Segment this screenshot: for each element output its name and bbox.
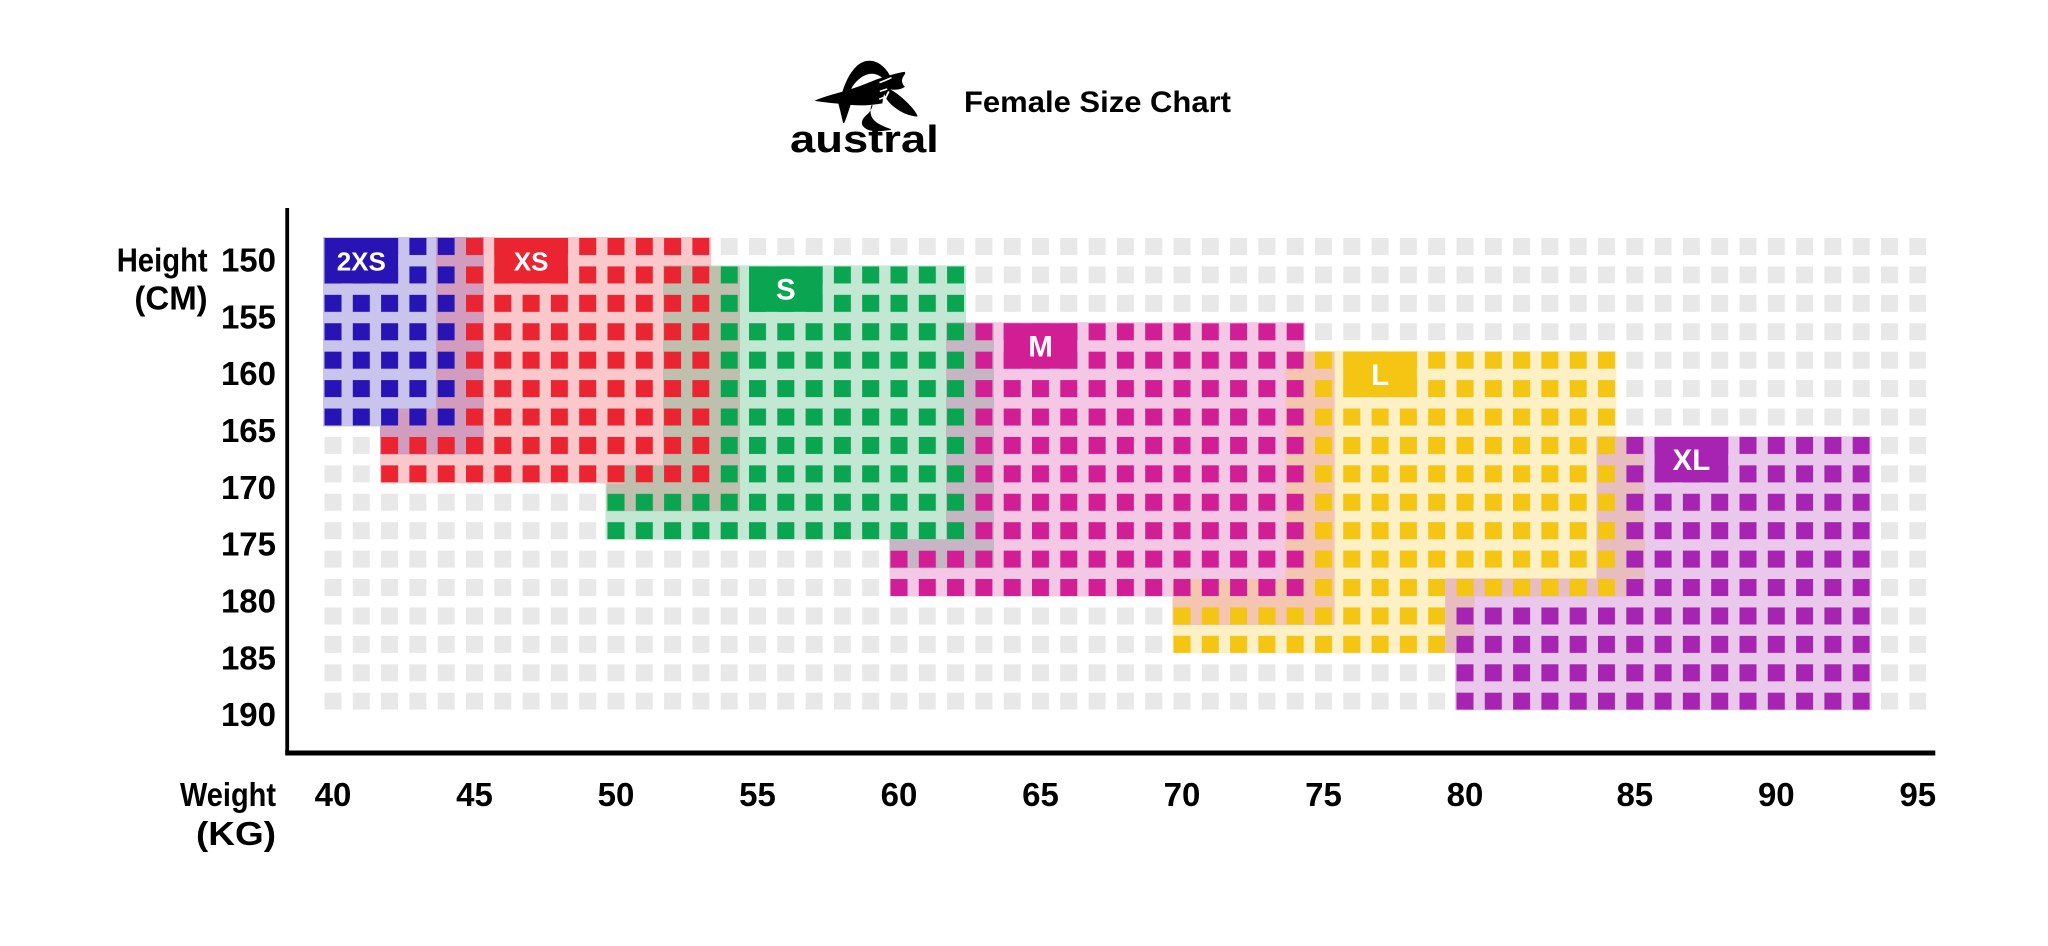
svg-text:85: 85 [1616,776,1653,813]
svg-text:XL: XL [1673,444,1711,477]
svg-text:160: 160 [221,355,276,392]
svg-text:70: 70 [1164,776,1201,813]
svg-text:75: 75 [1305,776,1342,813]
svg-text:95: 95 [1899,776,1936,813]
svg-text:Female Size Chart: Female Size Chart [964,86,1231,119]
svg-text:90: 90 [1758,776,1795,813]
svg-text:40: 40 [315,776,352,813]
svg-text:190: 190 [221,696,276,733]
svg-text:M: M [1028,330,1053,363]
svg-text:165: 165 [221,412,276,449]
svg-text:80: 80 [1447,776,1484,813]
svg-text:S: S [776,274,796,307]
svg-text:austral: austral [790,119,939,161]
svg-text:50: 50 [598,776,635,813]
svg-text:155: 155 [221,298,276,335]
svg-text:60: 60 [881,776,918,813]
svg-text:170: 170 [221,469,276,506]
svg-text:(CM): (CM) [134,280,207,317]
svg-text:55: 55 [739,776,776,813]
svg-text:150: 150 [221,242,276,279]
svg-text:Height: Height [117,242,208,279]
svg-text:2XS: 2XS [337,247,386,277]
svg-text:45: 45 [456,776,493,813]
svg-text:175: 175 [221,526,276,563]
svg-text:180: 180 [221,583,276,620]
svg-text:(KG): (KG) [196,815,276,852]
svg-text:XS: XS [514,247,549,277]
svg-text:Weight: Weight [180,776,276,813]
svg-text:L: L [1371,359,1389,392]
svg-text:65: 65 [1022,776,1059,813]
svg-text:185: 185 [221,639,276,676]
